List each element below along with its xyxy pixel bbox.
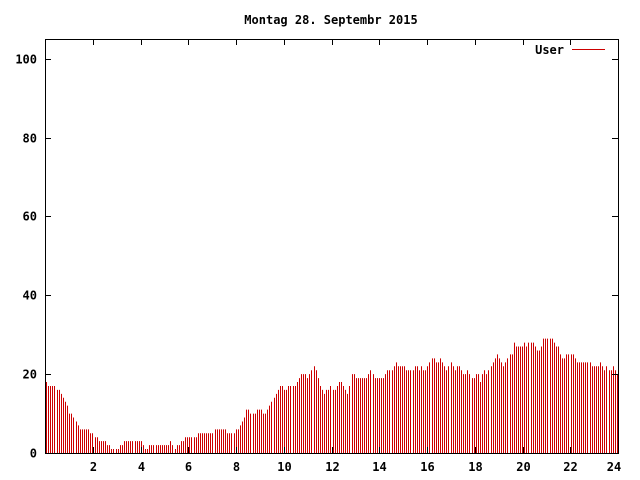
y-tick-label: 80 [23, 132, 37, 146]
y-tick-label: 0 [30, 447, 37, 461]
bars-layer [46, 338, 618, 453]
x-tick-label: 22 [563, 460, 577, 474]
x-tick-label: 14 [372, 460, 386, 474]
x-tick-label: 8 [233, 460, 240, 474]
plot-frame [45, 39, 619, 454]
x-tick-label: 16 [420, 460, 434, 474]
x-tick-label: 4 [138, 460, 145, 474]
legend: User [535, 43, 605, 57]
y-tick-label: 40 [23, 289, 37, 303]
chart-title: Montag 28. Septembr 2015 [244, 13, 417, 27]
legend-label: User [535, 43, 564, 57]
x-tick-label: 2 [90, 460, 97, 474]
y-tick-label: 100 [15, 53, 37, 67]
x-tick-label: 24 [607, 460, 621, 474]
x-tick-label: 12 [325, 460, 339, 474]
x-tick-label: 10 [277, 460, 291, 474]
x-tick-label: 18 [468, 460, 482, 474]
y-tick-label: 20 [23, 368, 37, 382]
x-tick-label: 20 [516, 460, 530, 474]
x-tick-label: 6 [185, 460, 192, 474]
y-tick-label: 60 [23, 210, 37, 224]
